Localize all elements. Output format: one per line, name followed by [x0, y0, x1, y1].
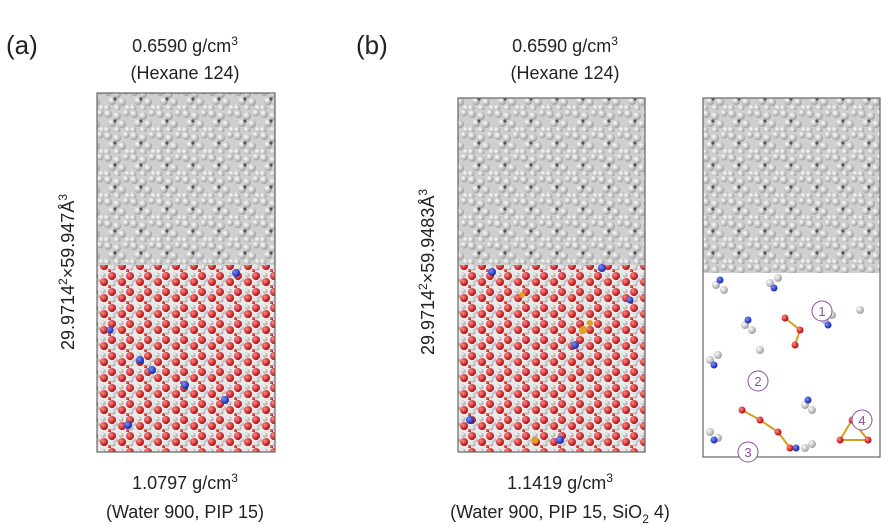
density-text: 1.1419 g/cm [507, 473, 606, 493]
box-size-a: 29.9714 [418, 290, 438, 355]
pip-molecules [106, 269, 240, 429]
superscript: 3 [416, 189, 430, 196]
marker-label: 2 [754, 374, 761, 389]
silica-molecules [519, 292, 593, 444]
box-size: 29.97142×59.9483Å3 [416, 189, 438, 355]
pip-molecules [466, 264, 634, 444]
water-region [97, 265, 275, 452]
density-text: 1.0797 g/cm [132, 473, 231, 493]
superscript: 3 [611, 34, 618, 48]
bottom-composition: (Water 900, PIP 15, SiO2 4) [450, 502, 670, 525]
marker-label: 4 [858, 413, 865, 428]
composition-text: 4) [649, 502, 670, 522]
top-composition: (Hexane 124) [130, 63, 239, 83]
hexane-region [458, 98, 645, 265]
marker-label: 3 [744, 445, 751, 460]
water-region [458, 265, 645, 452]
simulation-box [702, 97, 881, 458]
marker-label: 1 [818, 304, 825, 319]
bottom-composition: (Water 900, PIP 15) [106, 502, 264, 522]
top-density: 0.6590 g/cm3 [132, 34, 238, 56]
superscript: 2 [416, 283, 430, 290]
box-size: 29.97142×59.947Å3 [56, 194, 78, 350]
superscript: 3 [56, 194, 70, 201]
panel-label: (a) [6, 30, 38, 60]
superscript: 3 [606, 471, 613, 485]
composition-text: (Water 900, PIP 15, SiO [450, 502, 642, 522]
top-composition: (Hexane 124) [510, 63, 619, 83]
box-size-b: ×59.947Å [58, 201, 78, 279]
simulation-box [96, 92, 276, 453]
panel-label: (b) [356, 30, 388, 60]
superscript: 3 [231, 471, 238, 485]
bottom-density: 1.1419 g/cm3 [507, 471, 613, 493]
hexane-region [97, 93, 275, 265]
density-text: 0.6590 g/cm [512, 36, 611, 56]
bottom-density: 1.0797 g/cm3 [132, 471, 238, 493]
marker-circles [737, 300, 873, 463]
box-size-a: 29.9714 [58, 285, 78, 350]
box-size-b: ×59.9483Å [418, 196, 438, 284]
simulation-box [457, 97, 646, 453]
subscript: 2 [642, 512, 649, 525]
hexane-region [703, 98, 880, 273]
pip-molecules [706, 274, 864, 452]
superscript: 3 [231, 34, 238, 48]
empty-region [703, 273, 880, 457]
density-text: 0.6590 g/cm [132, 36, 231, 56]
superscript: 2 [56, 278, 70, 285]
top-density: 0.6590 g/cm3 [512, 34, 618, 56]
